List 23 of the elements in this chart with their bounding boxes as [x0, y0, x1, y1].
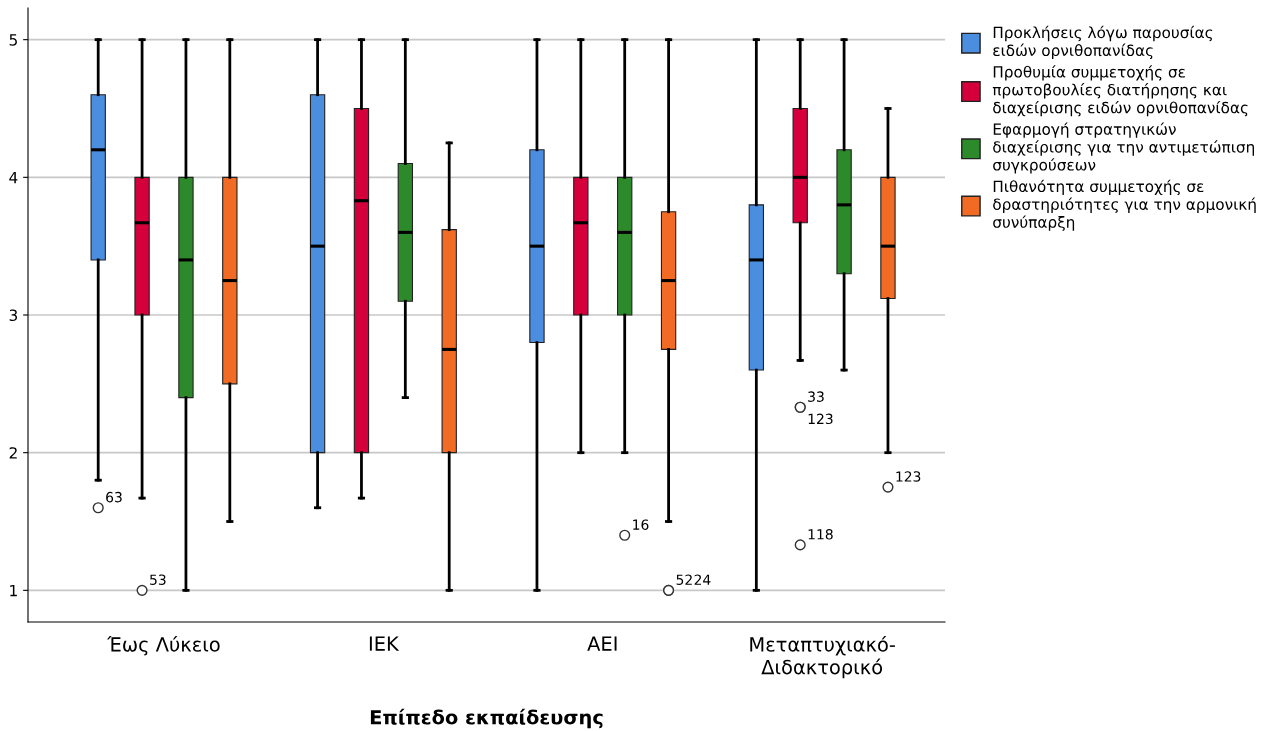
- x-tick-label: ΙΕΚ: [369, 636, 400, 651]
- annotation: 52: [676, 574, 692, 585]
- annotation: 63: [106, 491, 122, 503]
- y-tick-label: 4: [9, 172, 18, 184]
- y-tick-label: 3: [9, 309, 18, 322]
- legend-label: Πιθανότητα συμμετοχής σε δραστηριότητες για την αρμονική συνύπαρξη: [993, 179, 1256, 231]
- annotation: 33: [808, 391, 824, 402]
- x-axis-title: Επίπεδο εκπαίδευσης: [370, 708, 603, 729]
- annotation: 123: [808, 413, 833, 425]
- y-tick-label: 1: [10, 585, 17, 597]
- x-tick-label: Έως Λύκειο: [107, 635, 220, 656]
- y-tick-label: 5: [9, 34, 17, 46]
- annotation: 123: [896, 471, 921, 482]
- y-tick-label: 2: [9, 447, 17, 459]
- legend-label: Εφαρμογή στρατηγικών διαχείρισης για την αντιμετώπιση συγκρούσεων: [993, 122, 1254, 174]
- annotation: 53: [150, 574, 166, 585]
- annotation: 24: [694, 574, 711, 585]
- x-tick-label: Μεταπτυχιακό- Διδακτορικό: [750, 635, 895, 679]
- legend-label: Προκλήσεις λόγω παρουσίας ειδών ορνιθοπανίδας: [993, 25, 1213, 60]
- x-tick-label: ΑΕΙ: [587, 636, 617, 651]
- annotation: 16: [633, 519, 649, 530]
- legend-label: Προθυμία συμμετοχής σε πρωτοβουλίες διατήρησης και διαχείρισης ειδών ορνιθοπανίδας: [992, 65, 1248, 117]
- annotation: 118: [808, 529, 833, 540]
